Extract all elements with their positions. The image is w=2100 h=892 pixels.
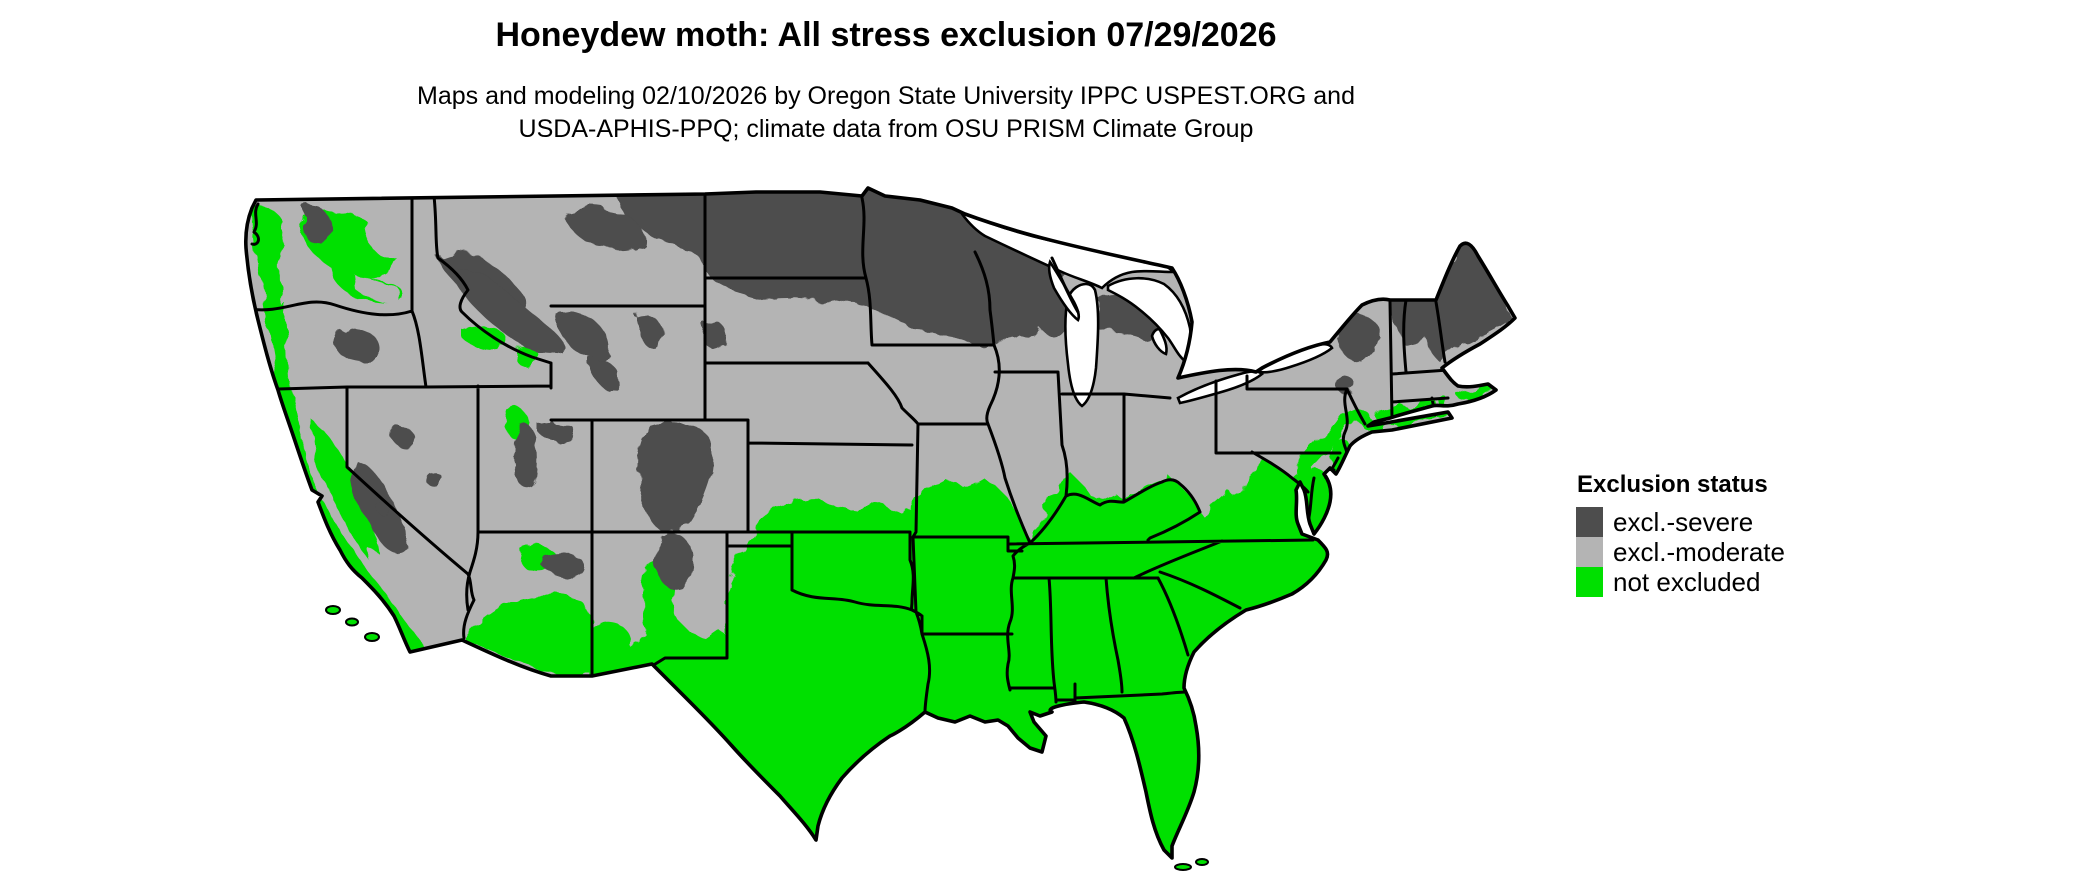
legend-swatch-severe bbox=[1576, 507, 1603, 537]
legend-label-severe: excl.-severe bbox=[1613, 507, 1753, 537]
conus-outline bbox=[244, 186, 1517, 860]
legend-heading: Exclusion status bbox=[1577, 471, 1768, 498]
saginaw-bay bbox=[1150, 327, 1168, 356]
map-subtitle-line2: USDA-APHIS-PPQ; climate data from OSU PR… bbox=[519, 115, 1254, 143]
conus-raster bbox=[245, 188, 1516, 858]
legend-swatch-moderate bbox=[1576, 537, 1603, 567]
lake-erie bbox=[1176, 370, 1264, 405]
legend: Exclusion status excl.-severe excl.-mode… bbox=[1576, 471, 1785, 597]
legend-label-not-excluded: not excluded bbox=[1613, 567, 1760, 597]
state-borders bbox=[245, 194, 1450, 714]
legend-swatch-not-excluded bbox=[1576, 567, 1603, 597]
legend-label-moderate: excl.-moderate bbox=[1613, 537, 1785, 567]
moderate-patches bbox=[280, 199, 462, 649]
islands bbox=[325, 605, 1209, 871]
map-subtitle-line1: Maps and modeling 02/10/2026 by Oregon S… bbox=[417, 82, 1355, 110]
map-title: Honeydew moth: All stress exclusion 07/2… bbox=[495, 16, 1276, 54]
